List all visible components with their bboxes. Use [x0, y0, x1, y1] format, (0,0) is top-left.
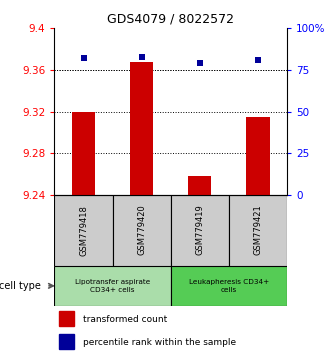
Bar: [113, 195, 171, 266]
Bar: [171, 266, 287, 306]
Bar: [229, 195, 287, 266]
Bar: [54, 266, 171, 306]
Text: Lipotransfer aspirate
CD34+ cells: Lipotransfer aspirate CD34+ cells: [75, 279, 150, 293]
Text: GSM779418: GSM779418: [79, 205, 88, 256]
Text: transformed count: transformed count: [83, 315, 167, 324]
Bar: [130, 62, 153, 195]
Bar: [54, 195, 113, 266]
Bar: [72, 112, 95, 195]
Bar: [171, 195, 229, 266]
Text: cell type: cell type: [0, 281, 41, 291]
Text: GSM779420: GSM779420: [137, 205, 146, 256]
Bar: [59, 311, 74, 326]
Title: GDS4079 / 8022572: GDS4079 / 8022572: [107, 13, 234, 26]
Bar: [59, 334, 74, 349]
Text: percentile rank within the sample: percentile rank within the sample: [83, 338, 236, 347]
Bar: [188, 176, 212, 195]
Text: GSM779419: GSM779419: [195, 205, 204, 256]
Text: Leukapheresis CD34+
cells: Leukapheresis CD34+ cells: [189, 279, 269, 293]
Bar: [247, 117, 270, 195]
Text: GSM779421: GSM779421: [253, 205, 263, 256]
